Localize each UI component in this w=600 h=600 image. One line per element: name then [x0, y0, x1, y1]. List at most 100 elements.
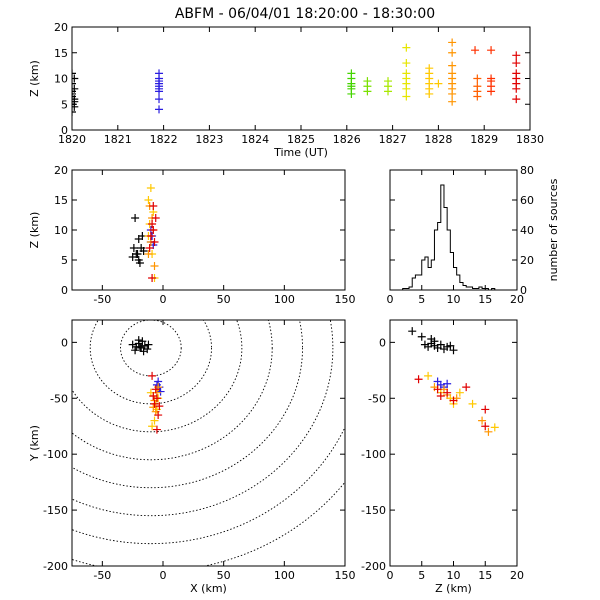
source-marker [134, 336, 143, 345]
source-marker [448, 61, 457, 70]
x_z-y-tick-label: 15 [54, 194, 68, 207]
source-marker [72, 89, 76, 98]
source-marker [473, 82, 482, 91]
source-marker [155, 95, 164, 104]
source-marker [131, 214, 140, 222]
z_y-x-tick-label: 5 [418, 569, 425, 582]
time_height-frame [71, 26, 531, 131]
source-marker [408, 327, 417, 336]
source-marker [363, 77, 372, 86]
source-marker [446, 341, 455, 350]
time_height-x-tick-label: 1821 [104, 133, 132, 146]
source-marker [468, 399, 477, 408]
source-marker [402, 69, 411, 78]
z_y-y-tick-label: 0 [379, 336, 386, 349]
source-marker [72, 69, 76, 78]
source-marker [433, 385, 442, 394]
source-marker [402, 92, 411, 101]
time_height-x-tick-label: 1825 [287, 133, 315, 146]
source-marker [155, 69, 164, 78]
z_y-y-tick-label: -150 [361, 504, 386, 517]
source-marker [131, 346, 140, 355]
source-marker [139, 347, 148, 356]
range-ring [120, 320, 182, 377]
source-marker [155, 105, 164, 114]
source-marker [156, 387, 165, 396]
source-marker [443, 379, 452, 388]
source-marker [151, 214, 160, 222]
z_histogram-y-tick-label: 0 [520, 284, 527, 297]
x_z-x-tick-label: 0 [160, 293, 167, 306]
x_z-x-tick-label: -50 [93, 293, 111, 306]
range-ring [72, 320, 303, 489]
source-marker [417, 332, 426, 341]
z_y-x-label: Z (km) [435, 582, 472, 595]
source-marker [149, 403, 158, 412]
z_y-x-tick-label: 15 [478, 569, 492, 582]
x_y_plan-y-tick-label: -150 [43, 504, 68, 517]
z_histogram-x-tick-label: 5 [418, 293, 425, 306]
source-marker [150, 416, 159, 425]
source-marker [478, 416, 487, 425]
z_histogram-x-tick-label: 20 [510, 293, 524, 306]
x_z-y-tick-label: 20 [54, 164, 68, 177]
x_y_plan-y-tick-label: -200 [43, 560, 68, 573]
source-marker [138, 337, 147, 346]
z_histogram-x-tick-label: 15 [478, 293, 492, 306]
source-marker [414, 375, 423, 384]
time_height-x-tick-label: 1827 [379, 133, 407, 146]
time_height-x-tick-label: 1826 [333, 133, 361, 146]
x_y_plan-y-label: Y (km) [28, 425, 41, 462]
x_y_plan-x-tick-label: 50 [217, 569, 231, 582]
z_y-x-tick-label: 10 [447, 569, 461, 582]
source-marker [135, 342, 144, 351]
source-marker [133, 250, 142, 258]
x_z-frame [71, 169, 346, 291]
source-marker [144, 250, 153, 258]
range-ring [89, 320, 212, 405]
figure-title: ABFM - 06/04/01 18:20:00 - 18:30:00 [175, 6, 435, 22]
source-marker [512, 59, 521, 68]
z_histogram-y-tick-label: 20 [520, 254, 534, 267]
source-marker [490, 423, 499, 432]
source-marker [72, 92, 76, 101]
range-ring [72, 320, 334, 517]
x_y_plan-frame [71, 319, 346, 567]
time_height-y-tick-label: 20 [54, 21, 68, 34]
source-marker [512, 69, 521, 78]
z_y-y-tick-label: -200 [361, 560, 386, 573]
histogram-step-line [402, 184, 502, 290]
source-marker [512, 95, 521, 104]
x_z-y-tick-label: 0 [61, 284, 68, 297]
source-marker [402, 59, 411, 68]
x_z-panel: -50 0 50 100 150 0 5 10 15 20 Z (km) [28, 164, 356, 306]
time_height-x-tick-label: 1824 [241, 133, 269, 146]
source-marker [512, 51, 521, 60]
time_height-y-label: Z (km) [28, 60, 41, 97]
time_height-y-tick-label: 10 [54, 73, 68, 86]
z_y-plot-area [408, 327, 499, 436]
x_z-y-tick-label: 10 [54, 224, 68, 237]
source-marker [145, 244, 154, 252]
source-marker [449, 396, 458, 405]
range-ring [72, 320, 243, 433]
source-marker [449, 346, 458, 355]
time_height-x-tick-label: 1823 [195, 133, 223, 146]
source-marker [424, 371, 433, 380]
x_y_plan-x-tick-label: 0 [160, 569, 167, 582]
source-marker [443, 388, 452, 397]
source-marker [436, 392, 445, 401]
time_height-x-tick-label: 1820 [58, 133, 86, 146]
z_y-x-tick-label: 0 [387, 569, 394, 582]
source-marker [149, 392, 158, 401]
x_z-x-tick-label: 150 [335, 293, 356, 306]
time_height-x-tick-label: 1828 [424, 133, 452, 146]
time_height-panel: 1820 1821 1822 1823 1824 1825 1826 1827 1828 1829… [28, 21, 544, 159]
source-marker [425, 64, 434, 73]
z_histogram-plot-area [402, 184, 502, 290]
x_y_plan-y-tick-label: 0 [61, 336, 68, 349]
z_histogram-x-tick-label: 10 [447, 293, 461, 306]
x_y_plan-x-tick-label: 150 [335, 569, 356, 582]
time_height-x-tick-label: 1829 [470, 133, 498, 146]
z_y-x-tick-label: 20 [510, 569, 524, 582]
